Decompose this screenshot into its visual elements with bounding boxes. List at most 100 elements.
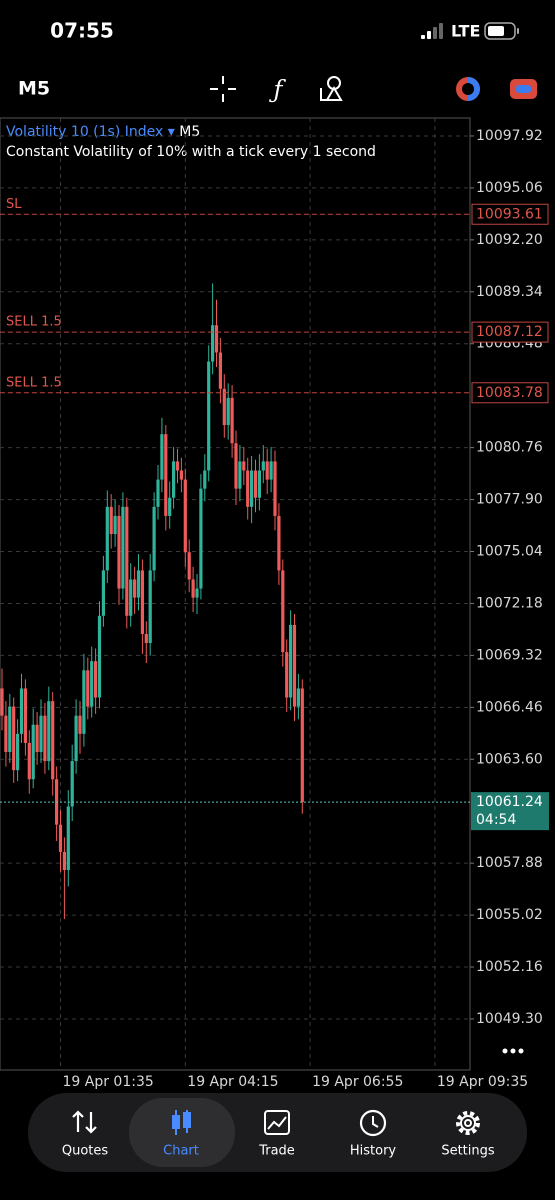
candle-body [234, 443, 238, 489]
crosshair-button[interactable] [210, 76, 236, 102]
candle-body [125, 506, 129, 616]
candle-body [191, 579, 195, 598]
candle-body [35, 724, 39, 753]
candle-body [187, 552, 191, 580]
candle-body [31, 724, 35, 780]
trade-mode-icon[interactable] [456, 77, 480, 101]
y-tick-label: 10057.88 [476, 855, 543, 871]
candle-body [101, 570, 105, 616]
candle-body [27, 742, 31, 780]
order-label: SELL 1.5 [6, 375, 62, 390]
y-tick-label: 10075.04 [476, 544, 543, 560]
chart-subtitle: Constant Volatility of 10% with a tick e… [6, 144, 376, 160]
nav-active-bg [129, 1098, 235, 1167]
candle-body [207, 361, 211, 471]
candle-body [261, 461, 265, 471]
order-label: SELL 1.5 [6, 315, 62, 330]
nav-bar [28, 1093, 527, 1172]
y-tick-label: 10095.06 [476, 180, 543, 196]
y-tick-label: 10092.20 [476, 232, 543, 248]
order-price-label: 10083.78 [476, 385, 543, 401]
candle-body [179, 470, 183, 480]
timeframe-button[interactable]: M5 [18, 78, 50, 100]
y-tick-label: 10069.32 [476, 647, 543, 663]
order-price-label: 10087.12 [476, 324, 543, 340]
nav-trade[interactable]: Trade [258, 1110, 295, 1159]
candle-body [16, 733, 20, 771]
candle-body [140, 570, 144, 634]
candle-body [0, 688, 4, 716]
account-icon[interactable] [510, 79, 537, 99]
candle-body [183, 479, 187, 553]
y-tick-label: 10063.60 [476, 751, 543, 767]
current-price-label: 10061.24 [476, 794, 543, 810]
overlays: 10097.9210095.0610092.2010089.3410086.48… [0, 128, 549, 1090]
candle-body [23, 688, 27, 743]
nav-label[interactable]: Settings [441, 1144, 495, 1159]
y-tick-label: 10077.90 [476, 492, 543, 508]
candle-body [105, 506, 109, 571]
candle-body [285, 652, 289, 698]
candle-body [133, 579, 137, 598]
candle-body [199, 488, 203, 589]
candle-body [152, 506, 156, 571]
candle-body [172, 461, 176, 498]
candle-body [66, 806, 70, 871]
x-tick-label: 19 Apr 01:35 [63, 1074, 154, 1090]
y-tick-label: 10066.46 [476, 699, 543, 715]
signal-icon [421, 23, 443, 39]
nav-quotes[interactable]: Quotes [62, 1110, 109, 1159]
candle-body [86, 670, 90, 707]
candle-body [273, 461, 277, 516]
candle-body [300, 688, 304, 803]
candle-body [78, 715, 82, 734]
symbol-name[interactable]: Volatility 10 (1s) Index [6, 124, 163, 140]
nav-settings[interactable]: Settings [441, 1111, 495, 1159]
candle-body [12, 706, 16, 771]
candle-body [269, 461, 273, 480]
y-tick-label: 10097.92 [476, 128, 543, 144]
indicators-button[interactable]: ƒ [269, 76, 287, 104]
chart-title: Volatility 10 (1s) Index ▾ M5 [6, 124, 200, 140]
candles [0, 283, 304, 920]
x-tick-label: 19 Apr 09:35 [437, 1074, 528, 1090]
candle-body [51, 701, 55, 780]
candle-body [281, 570, 285, 653]
nav-label[interactable]: Trade [258, 1144, 295, 1159]
candle-body [289, 624, 293, 698]
candle-body [195, 588, 199, 598]
chart-timeframe: M5 [179, 124, 200, 140]
candle-body [214, 325, 219, 353]
candle-body [117, 515, 121, 589]
candle-body [47, 701, 51, 762]
candle-body [62, 851, 66, 871]
candle-body [90, 661, 94, 707]
x-tick-label: 19 Apr 06:55 [312, 1074, 403, 1090]
y-tick-label: 10080.76 [476, 440, 543, 456]
candle-body [39, 715, 43, 753]
candle-body [97, 615, 102, 698]
candle-body [238, 461, 242, 489]
candle-body [257, 470, 261, 498]
candle-body [156, 479, 160, 507]
current-price-box [471, 792, 549, 831]
candle-body [148, 570, 152, 644]
candle-body [43, 715, 47, 762]
candle-body [144, 633, 148, 644]
y-tick-label: 10049.30 [476, 1011, 543, 1027]
candle-body [164, 434, 168, 516]
order-label: SL [6, 197, 22, 212]
nav-label[interactable]: Chart [163, 1144, 199, 1159]
candle-body [296, 688, 300, 707]
candle-body [109, 506, 113, 535]
nav-chart[interactable]: Chart [163, 1110, 199, 1159]
candle-body [160, 434, 164, 480]
candle-body [129, 579, 133, 616]
candle-body [175, 461, 180, 471]
nav-history[interactable]: History [350, 1109, 397, 1159]
nav-label[interactable]: Quotes [62, 1144, 109, 1159]
more-button[interactable] [502, 1048, 524, 1054]
nav-label[interactable]: History [350, 1144, 397, 1159]
objects-button[interactable] [320, 76, 343, 101]
